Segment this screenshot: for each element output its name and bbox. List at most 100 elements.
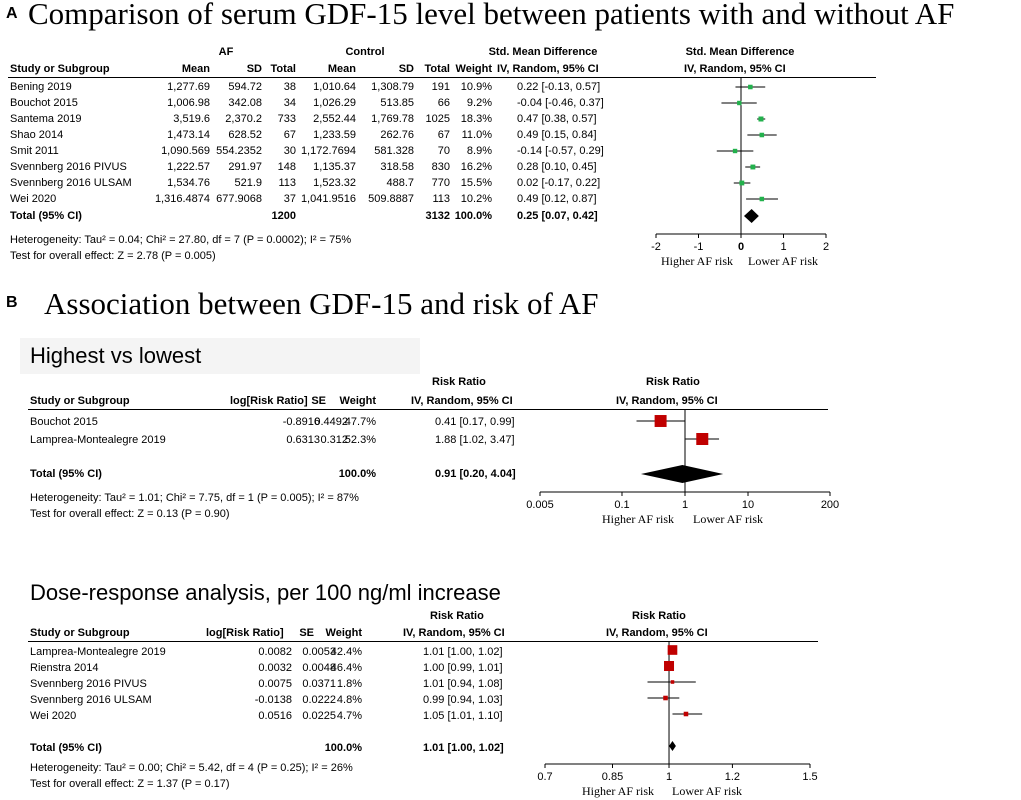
af-total: 113	[278, 177, 296, 189]
hl-forest-subheader: IV, Random, 95% CI	[616, 395, 718, 407]
weight: 18.3%	[460, 113, 492, 125]
hl-forest-header: Risk Ratio	[646, 376, 700, 388]
dr-weight: 46.4%	[330, 662, 362, 674]
control-sd: 581.328	[374, 145, 414, 157]
point-estimate	[670, 680, 675, 684]
hl-weight-header: Weight	[339, 395, 376, 407]
hl-weight: 52.3%	[344, 434, 376, 446]
tick-label: 10	[742, 499, 754, 511]
point-estimate	[696, 433, 709, 445]
af-group-header: AF	[218, 46, 234, 58]
control-total: 830	[431, 161, 450, 173]
control-mean: 1,135.37	[313, 161, 356, 173]
control-mean: 1,233.59	[313, 129, 356, 141]
hl-total-ci: 0.91 [0.20, 4.04]	[435, 468, 516, 480]
forest-header: Std. Mean Difference	[685, 46, 795, 58]
dr-study-name: Wei 2020	[30, 710, 77, 722]
dr-overall-effect-text: Test for overall effect: Z = 1.37 (P = 0…	[30, 778, 230, 790]
hl-weight: 47.7%	[344, 416, 376, 428]
af-sd: 521.9	[234, 177, 262, 189]
dr-se: 0.0371	[302, 678, 336, 690]
dr-study-name: Svennberg 2016 ULSAM	[30, 694, 152, 706]
dr-study-name: Rienstra 2014	[30, 662, 99, 674]
hl-heterogeneity-text: Heterogeneity: Tau² = 1.01; Chi² = 7.75,…	[30, 492, 359, 504]
dr-heterogeneity-text: Heterogeneity: Tau² = 0.00; Chi² = 5.42,…	[30, 762, 353, 774]
dr-log-rr: 0.0075	[258, 678, 292, 690]
study-name: Svennberg 2016 ULSAM	[10, 177, 132, 189]
point-estimate	[750, 164, 756, 170]
total-ci: 0.25 [0.07, 0.42]	[517, 210, 598, 222]
weight: 16.2%	[460, 161, 492, 173]
dr-se: 0.0225	[302, 710, 336, 722]
control-total: 191	[431, 81, 450, 93]
af-total-n: 1200	[271, 210, 296, 222]
weight: 11.0%	[461, 129, 492, 141]
control-mean: 1,523.32	[313, 177, 356, 189]
dr-forest-header: Risk Ratio	[632, 610, 686, 622]
dr-rr-subheader: IV, Random, 95% CI	[403, 627, 505, 639]
af-mean: 1,090.569	[161, 145, 210, 157]
favours-left-label: Higher AF risk	[661, 254, 733, 268]
control-total: 1025	[425, 113, 450, 125]
af-total: 30	[283, 145, 296, 157]
smd-ci: 0.49 [0.12, 0.87]	[517, 193, 597, 205]
dr-forest-subheader: IV, Random, 95% CI	[606, 627, 708, 639]
study-name: Bouchot 2015	[10, 97, 78, 109]
control-sd: 513.85	[380, 97, 414, 109]
af-mean: 1,222.57	[167, 161, 210, 173]
point-estimate	[683, 711, 689, 717]
hl-rr-header: Risk Ratio	[432, 376, 486, 388]
point-estimate	[654, 415, 667, 427]
dr-header-rule	[28, 641, 818, 642]
control-sd: 262.76	[380, 129, 414, 141]
point-estimate	[748, 84, 753, 90]
control-mean: 2,552.44	[313, 113, 356, 125]
weight: 10.9%	[460, 81, 492, 93]
panel-a-title: Comparison of serum GDF-15 level between…	[28, 0, 955, 31]
af-total: 733	[277, 113, 296, 125]
dr-log-header: log[Risk Ratio]	[206, 627, 284, 639]
point-estimate	[667, 645, 678, 655]
hl-log-header: log[Risk Ratio]	[230, 395, 308, 407]
tick-label: 0.1	[614, 499, 629, 511]
favours-left-label: Higher AF risk	[582, 784, 654, 798]
hl-study-col-header: Study or Subgroup	[30, 395, 130, 407]
tick-label: -1	[694, 241, 704, 253]
study-name: Bening 2019	[10, 81, 72, 93]
study-name: Santema 2019	[10, 113, 82, 125]
dr-se: 0.0053	[302, 646, 336, 658]
point-estimate	[732, 148, 738, 154]
tick-label: -2	[651, 241, 661, 253]
control-total: 66	[437, 97, 450, 109]
tick-label: 2	[823, 241, 829, 253]
tick-label: 1.5	[802, 771, 817, 783]
hl-header-rule	[28, 409, 828, 410]
control-sd-header: SD	[398, 63, 414, 75]
favours-left-label: Higher AF risk	[602, 512, 674, 526]
dr-total-weight: 100.0%	[324, 742, 362, 754]
smd-subheader: IV, Random, 95% CI	[497, 63, 599, 75]
dr-se: 0.0222	[302, 694, 336, 706]
study-name: Wei 2020	[10, 193, 57, 205]
dr-weight: 4.7%	[336, 710, 362, 722]
hl-se: 0.4492	[314, 416, 348, 428]
dr-ci: 1.01 [0.94, 1.08]	[423, 678, 503, 690]
dr-ci: 1.05 [1.01, 1.10]	[423, 710, 503, 722]
smd-ci: 0.02 [-0.17, 0.22]	[517, 177, 601, 189]
tick-label: 0.005	[526, 499, 554, 511]
study-name: Svennberg 2016 PIVUS	[10, 161, 127, 173]
point-estimate	[739, 180, 745, 186]
af-sd: 554.2352	[216, 145, 262, 157]
hl-study-name: Bouchot 2015	[30, 416, 98, 428]
hl-ci: 1.88 [1.02, 3.47]	[435, 434, 515, 446]
dr-log-rr: 0.0082	[258, 646, 292, 658]
af-sd: 2,370.2	[225, 113, 262, 125]
tick-label: 1	[666, 771, 672, 783]
pooled-diamond	[669, 741, 676, 751]
hl-ci: 0.41 [0.17, 0.99]	[435, 416, 515, 428]
control-mean-header: Mean	[327, 63, 356, 75]
control-total: 113	[432, 193, 450, 205]
weight: 15.5%	[460, 177, 492, 189]
study-col-header: Study or Subgroup	[10, 63, 110, 75]
